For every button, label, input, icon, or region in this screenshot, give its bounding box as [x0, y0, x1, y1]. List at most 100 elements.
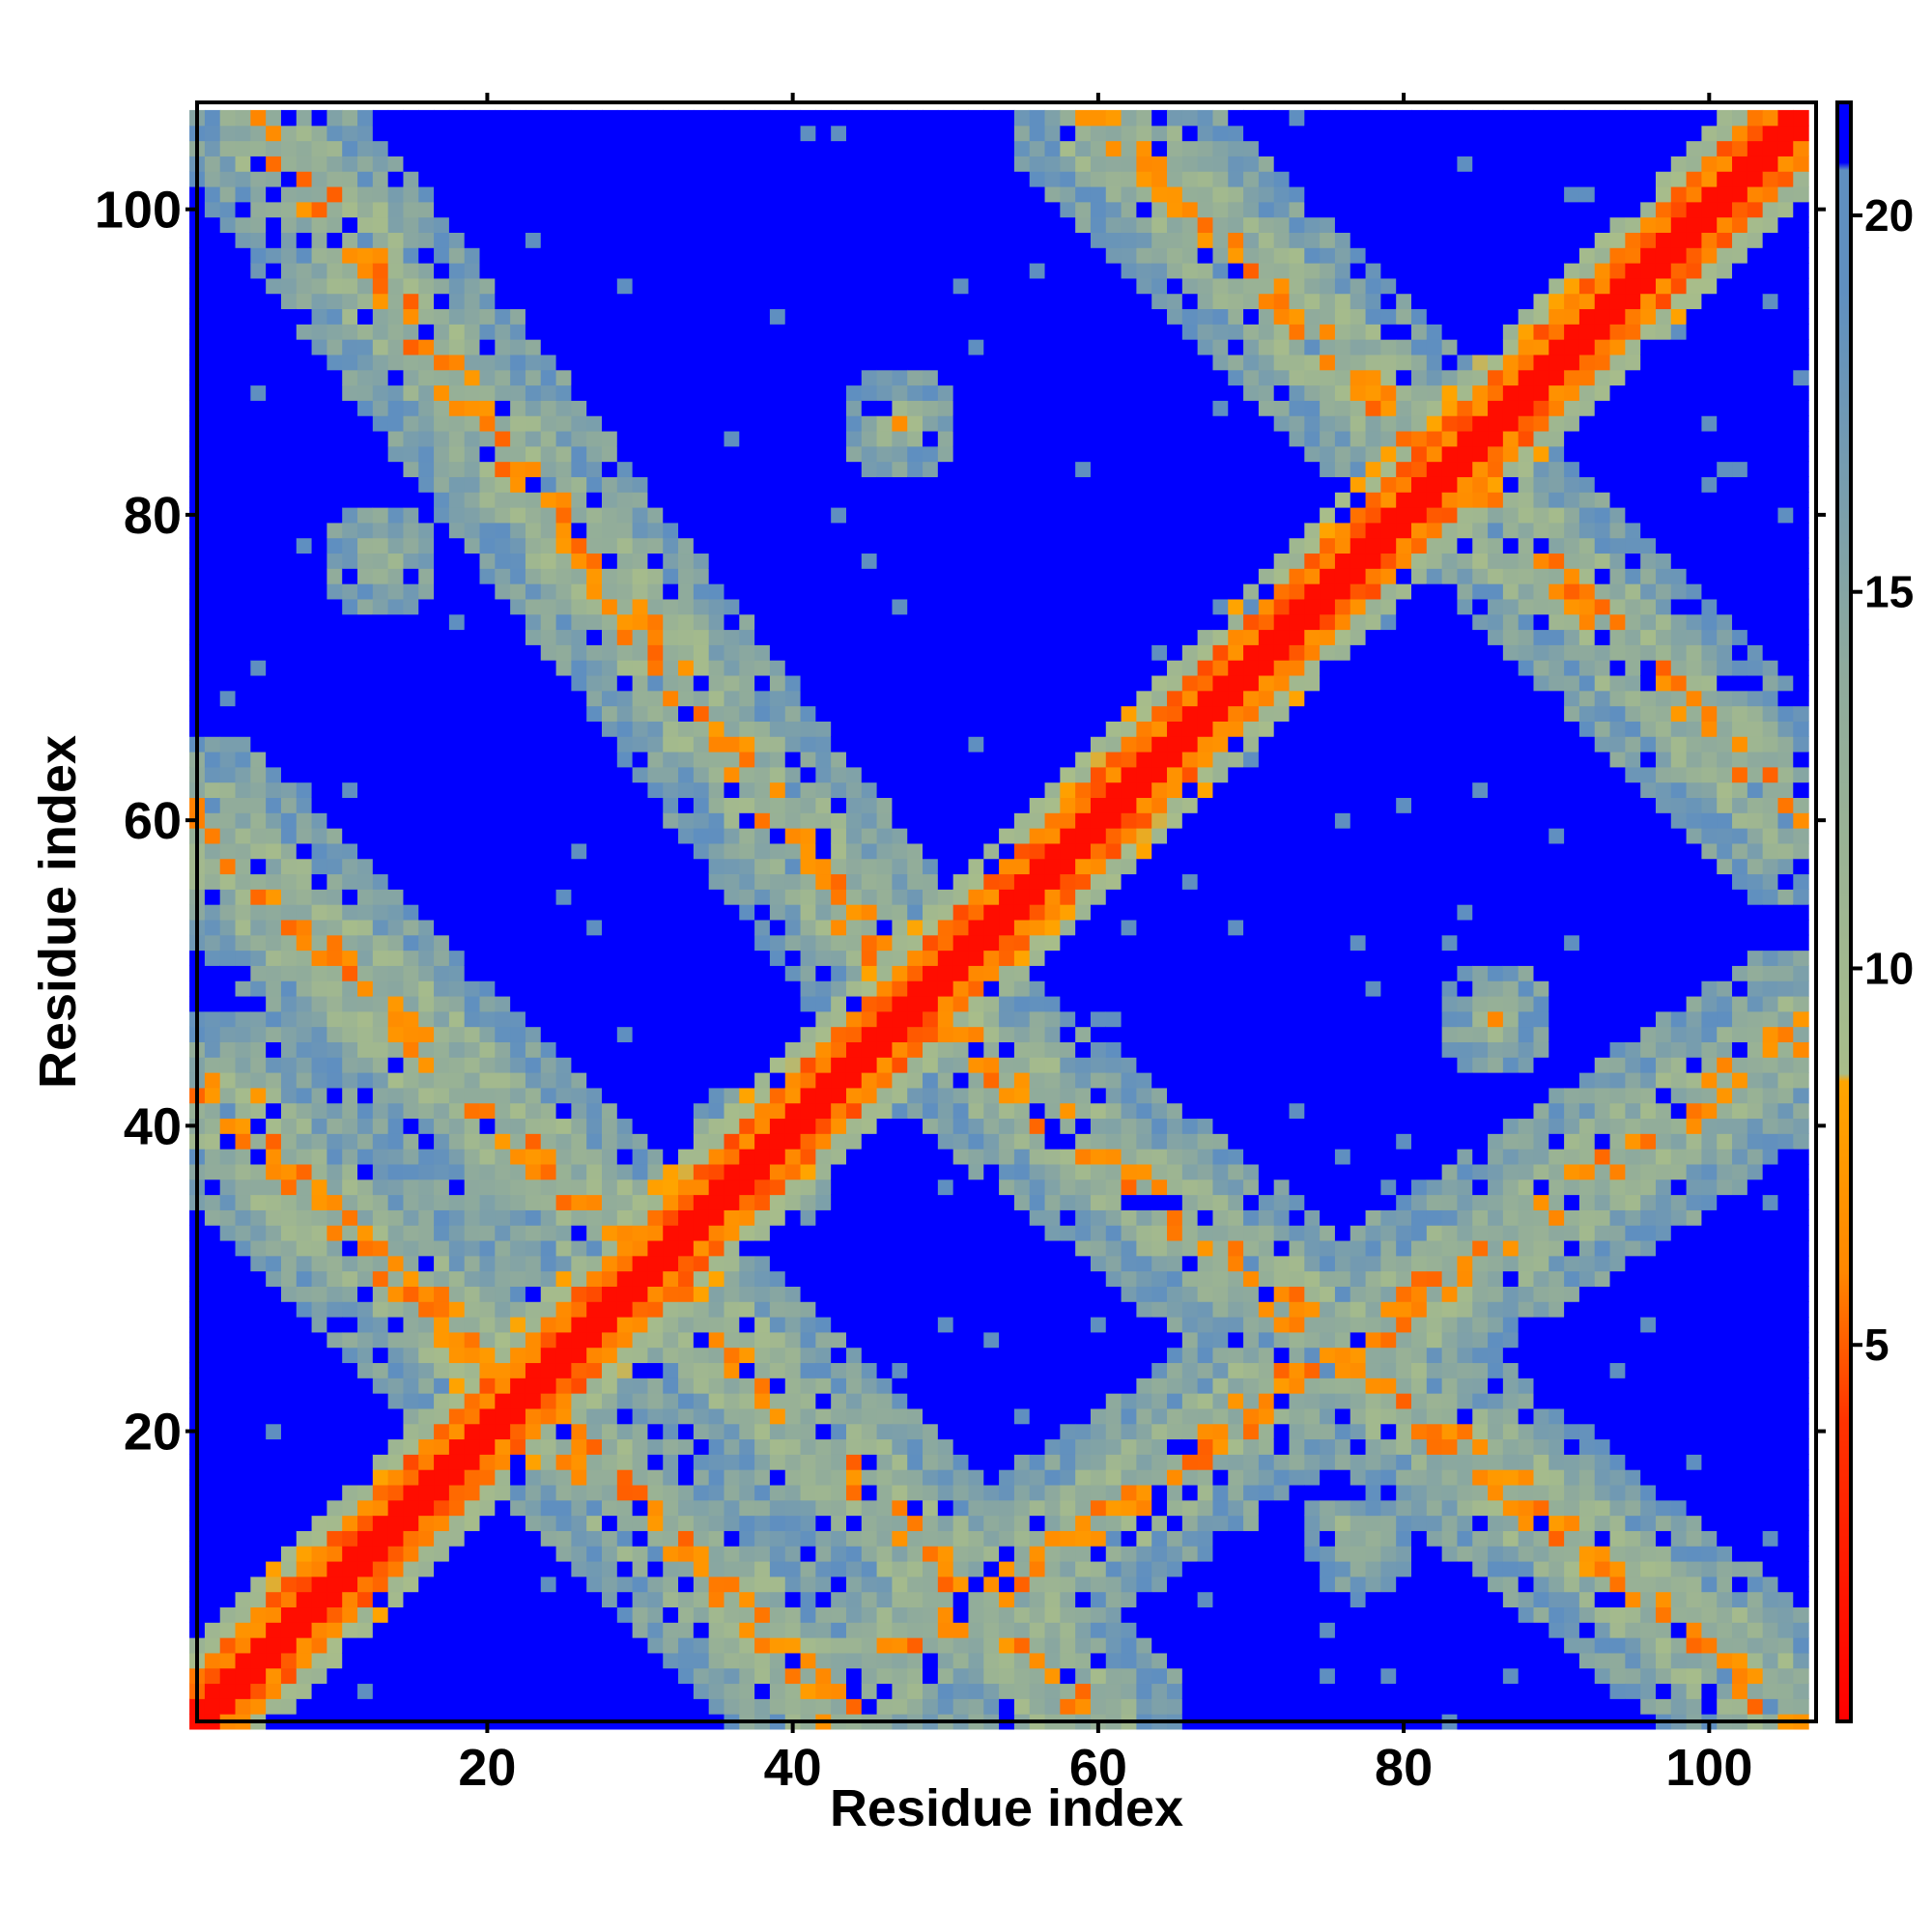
heatmap-cell	[861, 965, 878, 981]
heatmap-cell	[434, 934, 450, 952]
heatmap-cell	[357, 1560, 374, 1577]
heatmap-cell	[647, 430, 664, 447]
heatmap-cell	[311, 109, 327, 127]
heatmap-cell	[280, 934, 298, 952]
heatmap-cell	[357, 507, 374, 524]
heatmap-cell	[311, 232, 327, 248]
heatmap-cell	[372, 1515, 389, 1531]
heatmap-cell	[555, 1317, 572, 1333]
heatmap-cell	[647, 1652, 664, 1669]
heatmap-cell	[708, 812, 725, 829]
heatmap-cell	[235, 216, 251, 233]
heatmap-cell	[769, 1286, 786, 1302]
heatmap-cell	[784, 1072, 802, 1089]
heatmap-cell	[403, 950, 419, 966]
heatmap-cell	[632, 553, 649, 569]
heatmap-cell	[434, 950, 450, 966]
heatmap-cell	[815, 507, 832, 524]
heatmap-cell	[586, 1149, 603, 1165]
heatmap-cell	[510, 1515, 526, 1531]
heatmap-cell	[678, 613, 695, 631]
heatmap-cell	[555, 583, 572, 600]
heatmap-cell	[571, 171, 587, 187]
heatmap-cell	[815, 1469, 832, 1486]
heatmap-cell	[357, 781, 374, 799]
heatmap-cell	[525, 1087, 542, 1104]
heatmap-cell	[311, 904, 327, 921]
heatmap-cell	[296, 369, 313, 386]
heatmap-cell	[418, 492, 435, 508]
heatmap-cell	[540, 1194, 557, 1210]
heatmap-cell	[861, 201, 878, 218]
heatmap-cell	[342, 1438, 358, 1455]
heatmap-cell	[555, 644, 572, 661]
heatmap-cell	[280, 415, 298, 432]
heatmap-cell	[204, 1407, 221, 1425]
heatmap-cell	[769, 1102, 786, 1120]
heatmap-cell	[724, 185, 740, 203]
heatmap-cell	[876, 812, 894, 829]
heatmap-cell	[892, 1667, 908, 1685]
heatmap-cell	[586, 1378, 603, 1394]
heatmap-cell	[555, 324, 572, 340]
heatmap-cell	[357, 232, 374, 248]
heatmap-cell	[739, 400, 755, 416]
heatmap-cell	[693, 293, 710, 310]
heatmap-cell	[342, 1637, 358, 1654]
heatmap-cell	[418, 293, 435, 310]
heatmap-cell	[693, 812, 710, 829]
heatmap-cell	[602, 1637, 618, 1654]
heatmap-cell	[342, 171, 358, 187]
heatmap-cell	[495, 1239, 511, 1257]
heatmap-cell	[876, 721, 894, 737]
heatmap-cell	[418, 1041, 435, 1058]
heatmap-cell	[632, 1469, 649, 1486]
heatmap-cell	[602, 889, 618, 905]
heatmap-cell	[387, 216, 405, 233]
heatmap-cell	[418, 781, 435, 799]
heatmap-cell	[571, 583, 587, 600]
heatmap-cell	[464, 1622, 481, 1638]
heatmap-cell	[571, 828, 587, 844]
heatmap-cell	[876, 1118, 894, 1134]
heatmap-cell	[280, 904, 298, 921]
heatmap-cell	[266, 232, 282, 248]
heatmap-cell	[769, 476, 786, 493]
heatmap-cell	[418, 980, 435, 997]
heatmap-cell	[678, 415, 695, 432]
heatmap-cell	[571, 1347, 587, 1364]
heatmap-cell	[418, 1637, 435, 1654]
heatmap-cell	[647, 1393, 664, 1409]
heatmap-cell	[815, 1163, 832, 1180]
heatmap-cell	[479, 476, 496, 493]
heatmap-cell	[342, 1163, 358, 1180]
heatmap-cell	[616, 1331, 634, 1349]
heatmap-cell	[296, 553, 313, 569]
heatmap-cell	[784, 766, 802, 783]
heatmap-cell	[647, 858, 664, 875]
heatmap-cell	[510, 1270, 526, 1287]
heatmap-cell	[525, 1683, 542, 1699]
heatmap-cell	[815, 980, 832, 997]
heatmap-cell	[464, 185, 481, 203]
heatmap-cell	[357, 171, 374, 187]
heatmap-cell	[845, 125, 863, 142]
heatmap-cell	[418, 1454, 435, 1470]
heatmap-cell	[204, 415, 221, 432]
heatmap-cell	[387, 797, 405, 813]
heatmap-cell	[327, 1499, 343, 1517]
heatmap-cell	[815, 201, 832, 218]
heatmap-cell	[724, 263, 740, 279]
heatmap-cell	[327, 1194, 343, 1210]
heatmap-cell	[311, 980, 327, 997]
heatmap-cell	[219, 201, 237, 218]
heatmap-cell	[769, 1499, 786, 1517]
heatmap-cell	[372, 339, 389, 355]
heatmap-cell	[739, 644, 755, 661]
heatmap-cell	[525, 125, 542, 142]
heatmap-cell	[784, 1270, 802, 1287]
heatmap-cell	[342, 1010, 358, 1028]
heatmap-cell	[708, 1118, 725, 1134]
heatmap-cell	[724, 1133, 740, 1150]
heatmap-cell	[403, 1652, 419, 1669]
